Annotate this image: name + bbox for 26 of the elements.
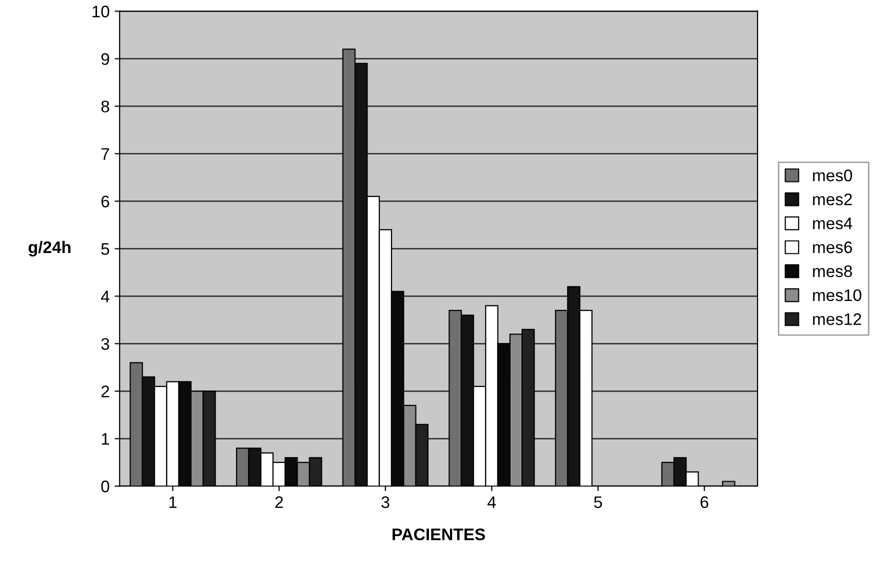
x-tick-label: 6 bbox=[700, 496, 708, 508]
y-tick-label: 2 bbox=[101, 386, 110, 398]
x-tick-label: 5 bbox=[594, 496, 602, 508]
x-tick-label: 2 bbox=[275, 496, 283, 508]
legend-label: mes12 bbox=[813, 313, 862, 326]
y-tick-label: 4 bbox=[101, 290, 110, 302]
y-tick-label: 6 bbox=[101, 196, 110, 208]
legend-label: mes4 bbox=[813, 218, 852, 230]
legend-label: mes0 bbox=[813, 170, 852, 182]
y-tick-label: 7 bbox=[101, 148, 110, 160]
x-tick-label: 4 bbox=[487, 496, 496, 508]
y-tick-label: 9 bbox=[101, 53, 110, 65]
x-tick-label: 1 bbox=[169, 496, 177, 508]
x-tick-label: 3 bbox=[381, 496, 390, 508]
y-tick-label: 3 bbox=[101, 338, 110, 350]
y-axis-title: g/24h bbox=[28, 240, 70, 256]
legend-label: mes6 bbox=[813, 241, 852, 254]
y-tick-label: 1 bbox=[102, 433, 110, 445]
legend-label: mes2 bbox=[813, 193, 852, 206]
legend-label: mes8 bbox=[813, 265, 852, 278]
x-axis-title: PACIENTES bbox=[392, 528, 485, 540]
y-tick-label: 5 bbox=[101, 243, 110, 255]
y-tick-label: 0 bbox=[101, 480, 110, 492]
y-tick-label: 8 bbox=[101, 100, 110, 112]
legend-label: mes10 bbox=[813, 289, 862, 302]
y-tick-label: 10 bbox=[92, 6, 110, 18]
